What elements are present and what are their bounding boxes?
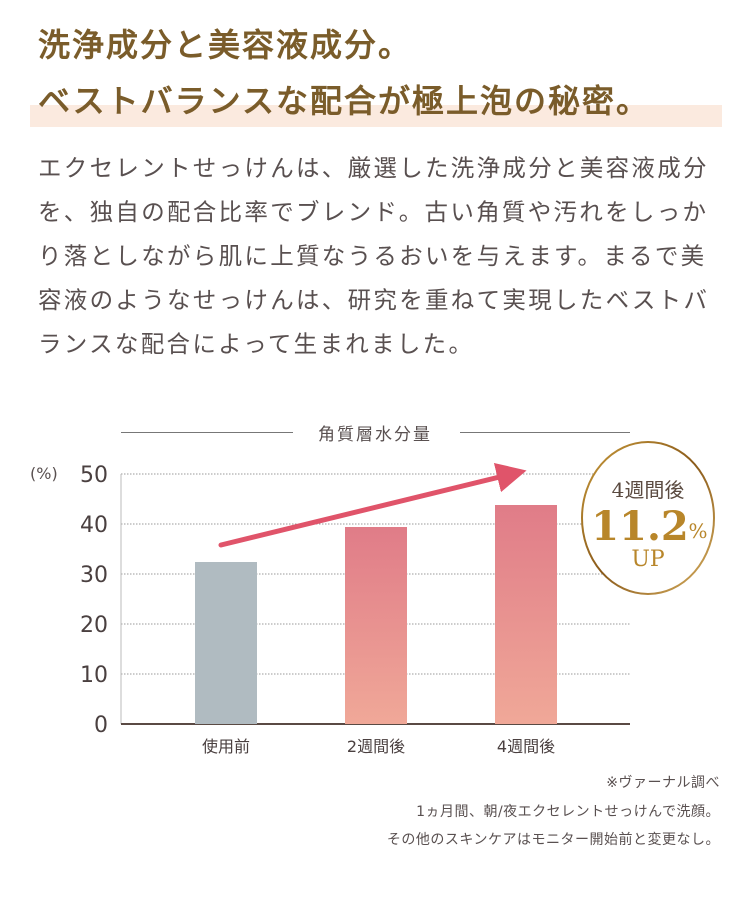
x-tick-label: 2週間後 [347, 737, 405, 756]
badge-top: 4週間後 [612, 478, 685, 502]
headline-highlight [30, 105, 722, 127]
note-3: その他のスキンケアはモニター開始前と変更なし。 [386, 832, 720, 848]
body-text: エクセレントせっけんは、厳選した洗浄成分と美容液成分を、独自の配合比率でブレンド… [38, 154, 710, 358]
badge-unit: % [688, 519, 707, 543]
bar [495, 505, 557, 724]
headline-line2: ベストバランスな配合が極上泡の秘密。 [38, 82, 651, 120]
trend-arrow [218, 462, 527, 548]
bar [345, 527, 407, 724]
badge-bottom: UP [631, 547, 665, 572]
title-rule-left [121, 432, 293, 433]
y-tick-label: 40 [80, 513, 108, 538]
y-tick-label: 0 [94, 713, 108, 738]
note-1: ※ヴァーナル調べ [606, 775, 720, 791]
badge: 4週間後 11.2 % UP [581, 441, 715, 595]
headline-line1: 洗浄成分と美容液成分。 [38, 26, 413, 64]
y-tick-label: 50 [80, 463, 108, 488]
title-rule-right [460, 432, 630, 433]
x-tick-label: 使用前 [202, 737, 250, 756]
y-tick-label: 10 [80, 663, 108, 688]
note-2: 1ヵ月間、朝/夜エクセレントせっけんで洗顔。 [416, 804, 720, 820]
badge-value: 11.2 [591, 503, 688, 550]
y-axis-label: (%) [30, 464, 58, 483]
y-tick-label: 30 [80, 563, 108, 588]
chart-title: 角質層水分量 [318, 425, 432, 445]
x-tick-label: 4週間後 [497, 737, 555, 756]
y-tick-label: 20 [80, 613, 108, 638]
bar [195, 562, 257, 724]
